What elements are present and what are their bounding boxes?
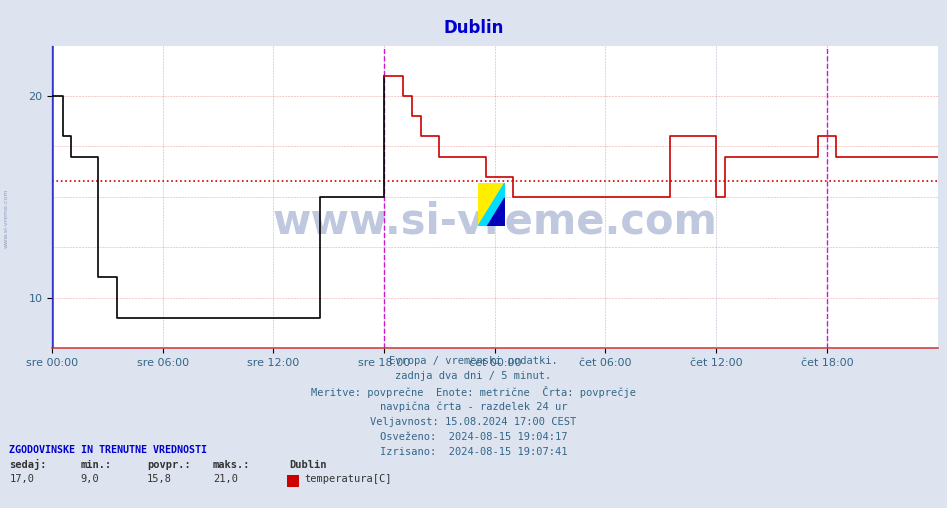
Text: sedaj:: sedaj: bbox=[9, 459, 47, 470]
Text: Izrisano:  2024-08-15 19:07:41: Izrisano: 2024-08-15 19:07:41 bbox=[380, 447, 567, 457]
Text: 21,0: 21,0 bbox=[213, 473, 238, 484]
Text: zadnja dva dni / 5 minut.: zadnja dva dni / 5 minut. bbox=[396, 371, 551, 381]
Polygon shape bbox=[478, 183, 505, 226]
Text: www.si-vreme.com: www.si-vreme.com bbox=[273, 200, 717, 242]
Text: Dublin: Dublin bbox=[289, 460, 327, 470]
Text: Osveženo:  2024-08-15 19:04:17: Osveženo: 2024-08-15 19:04:17 bbox=[380, 432, 567, 442]
Text: Dublin: Dublin bbox=[443, 19, 504, 37]
Text: povpr.:: povpr.: bbox=[147, 460, 190, 470]
Text: min.:: min.: bbox=[80, 460, 112, 470]
Text: Veljavnost: 15.08.2024 17:00 CEST: Veljavnost: 15.08.2024 17:00 CEST bbox=[370, 417, 577, 427]
Text: www.si-vreme.com: www.si-vreme.com bbox=[4, 188, 9, 248]
Text: ZGODOVINSKE IN TRENUTNE VREDNOSTI: ZGODOVINSKE IN TRENUTNE VREDNOSTI bbox=[9, 444, 207, 455]
Polygon shape bbox=[488, 198, 505, 226]
Text: 9,0: 9,0 bbox=[80, 473, 99, 484]
Text: Evropa / vremenski podatki.: Evropa / vremenski podatki. bbox=[389, 356, 558, 366]
Text: maks.:: maks.: bbox=[213, 460, 251, 470]
Text: 15,8: 15,8 bbox=[147, 473, 171, 484]
Text: Meritve: povprečne  Enote: metrične  Črta: povprečje: Meritve: povprečne Enote: metrične Črta:… bbox=[311, 386, 636, 398]
Text: temperatura[C]: temperatura[C] bbox=[304, 473, 391, 484]
Polygon shape bbox=[478, 183, 505, 226]
Text: navpična črta - razdelek 24 ur: navpična črta - razdelek 24 ur bbox=[380, 401, 567, 412]
Text: 17,0: 17,0 bbox=[9, 473, 34, 484]
